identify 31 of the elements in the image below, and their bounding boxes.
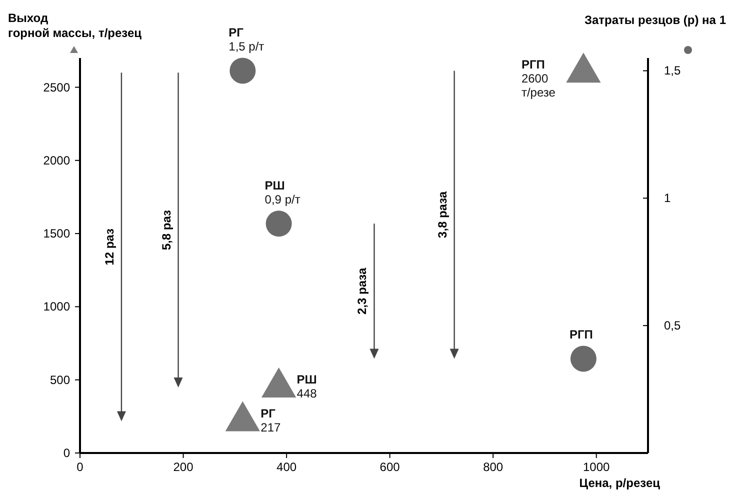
x-tick-label: 1000 [583,460,610,474]
data-label: РГП 2600 т/резе [521,58,556,100]
y-tick-label: 500 [50,372,70,387]
data-label: РГ 1,5 р/т [228,26,265,54]
y-tick-label: 2000 [43,153,70,168]
point [266,210,292,237]
y-tick-label: 0 [63,446,70,460]
y2-tick-label: 0,5 [664,318,682,333]
x-axis-title: Цена, р/резец [579,476,661,490]
annotation: 3,8 раза [435,191,450,238]
data-label: РШ 448 [296,372,318,400]
y2-tick-label: 1 [664,191,671,206]
data-label: РГП [569,328,593,342]
x-tick-label: 0 [76,460,84,474]
annotation: 12 раз [102,228,116,266]
y-tick-label: 1000 [43,300,70,314]
x-tick-label: 600 [380,460,400,474]
x-tick-label: 400 [276,460,297,474]
y-tick-label: 2500 [43,80,70,94]
data-label: РГ 217 [260,406,281,434]
y-tick-label: 1500 [43,226,70,241]
annotation: 5,8 раз [159,210,174,250]
y-axis-title: Выход горной массы, т/резец [8,11,142,40]
point [570,346,596,372]
y2-tick-label: 1,5 [664,64,682,78]
y2-axis-title: Затраты резцов (р) на 1 [584,13,726,27]
x-tick-label: 200 [173,460,194,474]
x-tick-label: 800 [483,460,504,474]
point [230,58,256,84]
annotation: 2,3 раза [355,268,370,315]
data-label: РШ 0,9 р/т [264,178,301,207]
